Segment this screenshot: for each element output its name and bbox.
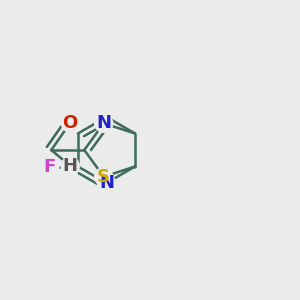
Text: S: S: [97, 168, 110, 186]
Circle shape: [98, 174, 116, 192]
Circle shape: [61, 157, 79, 175]
Text: H: H: [63, 157, 78, 175]
Circle shape: [95, 114, 113, 132]
Text: O: O: [63, 114, 78, 132]
Circle shape: [41, 158, 59, 175]
Text: N: N: [99, 174, 114, 192]
Text: F: F: [44, 158, 56, 175]
Text: N: N: [96, 114, 111, 132]
Circle shape: [95, 168, 113, 186]
Circle shape: [61, 114, 79, 132]
